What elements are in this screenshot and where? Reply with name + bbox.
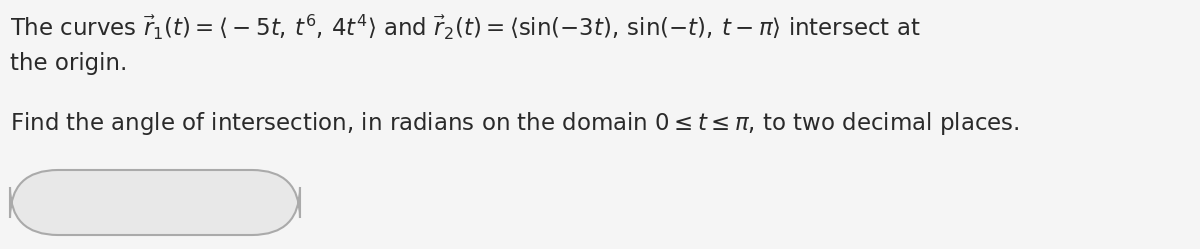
Text: Find the angle of intersection, in radians on the domain $0 \leq t \leq \pi$, to: Find the angle of intersection, in radia…	[10, 110, 1020, 137]
FancyBboxPatch shape	[10, 170, 300, 235]
Text: The curves $\vec{r}_1(t) = \langle -5t,\, t^6,\, 4t^4 \rangle$ and $\vec{r}_2(t): The curves $\vec{r}_1(t) = \langle -5t,\…	[10, 12, 920, 41]
Text: the origin.: the origin.	[10, 52, 127, 75]
